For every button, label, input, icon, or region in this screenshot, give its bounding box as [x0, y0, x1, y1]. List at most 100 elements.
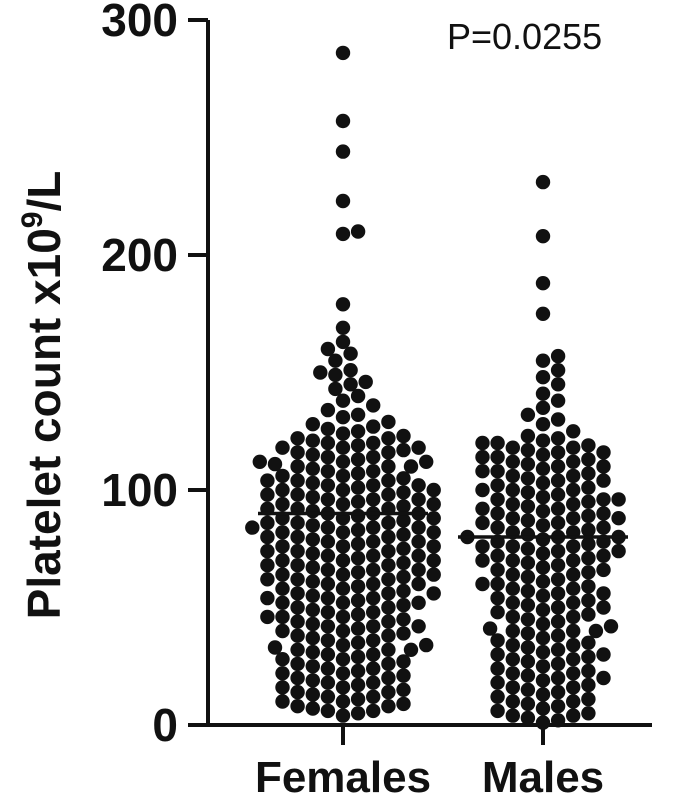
- data-point: [535, 475, 551, 491]
- data-point: [381, 529, 396, 545]
- data-point: [381, 558, 396, 573]
- data-point: [505, 482, 520, 498]
- data-point: [520, 597, 536, 613]
- y-axis-title-prefix: Platelet count x10: [18, 228, 70, 619]
- data-point: [335, 454, 351, 469]
- data-point: [305, 417, 320, 432]
- data-point: [535, 229, 551, 244]
- data-point: [335, 496, 351, 512]
- data-point: [566, 623, 581, 639]
- data-point: [490, 562, 505, 578]
- data-point: [381, 431, 396, 446]
- data-point: [396, 569, 411, 585]
- data-point: [320, 675, 336, 690]
- data-point: [290, 473, 305, 488]
- data-point: [520, 569, 536, 585]
- data-point: [396, 597, 411, 613]
- data-point: [550, 670, 566, 686]
- data-point: [505, 637, 520, 653]
- data-point: [550, 459, 566, 474]
- data-point: [305, 659, 320, 674]
- data-point: [260, 487, 275, 502]
- data-point: [366, 703, 381, 719]
- data-point: [396, 513, 411, 528]
- data-point: [366, 661, 381, 676]
- data-point: [260, 558, 275, 573]
- data-point: [581, 691, 596, 707]
- data-point: [581, 649, 596, 665]
- data-point: [320, 478, 336, 493]
- data-point: [535, 687, 551, 702]
- data-point: [335, 297, 351, 312]
- data-point: [566, 708, 581, 723]
- data-point: [275, 539, 290, 554]
- data-point: [520, 428, 536, 444]
- data-point: [520, 583, 536, 599]
- data-point: [320, 421, 336, 437]
- data-point: [320, 449, 336, 465]
- data-point: [381, 642, 396, 657]
- data-point: [566, 567, 581, 582]
- data-point: [535, 701, 551, 716]
- data-point: [411, 595, 426, 610]
- data-point: [366, 464, 381, 479]
- data-point: [535, 630, 551, 646]
- data-point: [520, 668, 536, 683]
- data-point: [366, 647, 381, 662]
- data-point: [550, 586, 566, 601]
- data-point: [550, 393, 566, 408]
- data-point: [535, 306, 551, 321]
- data-point: [596, 647, 611, 662]
- data-point: [566, 581, 581, 596]
- data-point: [581, 452, 596, 467]
- data-point: [520, 541, 536, 556]
- data-point: [350, 522, 366, 538]
- data-point: [290, 431, 305, 446]
- data-point: [275, 525, 290, 540]
- data-point: [305, 560, 320, 575]
- data-point: [505, 595, 520, 610]
- data-point: [335, 334, 351, 350]
- data-point: [381, 586, 396, 601]
- data-point: [475, 449, 490, 465]
- data-point: [305, 588, 320, 603]
- data-point: [335, 525, 351, 540]
- data-point: [350, 407, 366, 422]
- data-point: [320, 520, 336, 535]
- data-point: [335, 320, 351, 335]
- data-point: [550, 363, 566, 378]
- data-point: [260, 543, 275, 559]
- data-point: [396, 654, 411, 669]
- data-point: [581, 565, 596, 580]
- data-point: [335, 680, 351, 695]
- data-point: [335, 694, 351, 709]
- data-point: [320, 548, 336, 563]
- data-point: [550, 515, 566, 531]
- data-point: [328, 367, 343, 383]
- data-point: [335, 45, 351, 61]
- data-point: [520, 442, 536, 458]
- data-point: [535, 715, 551, 730]
- data-point: [411, 440, 426, 455]
- data-point: [366, 534, 381, 549]
- data-point: [305, 673, 320, 688]
- data-point: [313, 365, 328, 380]
- y-axis-title-superscript: 9: [16, 212, 49, 229]
- data-point: [335, 440, 351, 455]
- data-point: [490, 590, 505, 606]
- data-point: [328, 381, 343, 397]
- data-point: [350, 663, 366, 679]
- data-point: [320, 590, 336, 606]
- data-point: [290, 699, 305, 714]
- data-point: [358, 374, 373, 390]
- data-point: [260, 529, 275, 545]
- data-point: [381, 699, 396, 714]
- data-point: [566, 440, 581, 455]
- data-point: [396, 527, 411, 542]
- data-point: [366, 492, 381, 507]
- data-point: [550, 501, 566, 516]
- y-axis-title: Platelet count x109/L: [16, 171, 70, 620]
- data-point: [581, 480, 596, 495]
- data-point: [581, 706, 596, 721]
- data-point: [260, 515, 275, 531]
